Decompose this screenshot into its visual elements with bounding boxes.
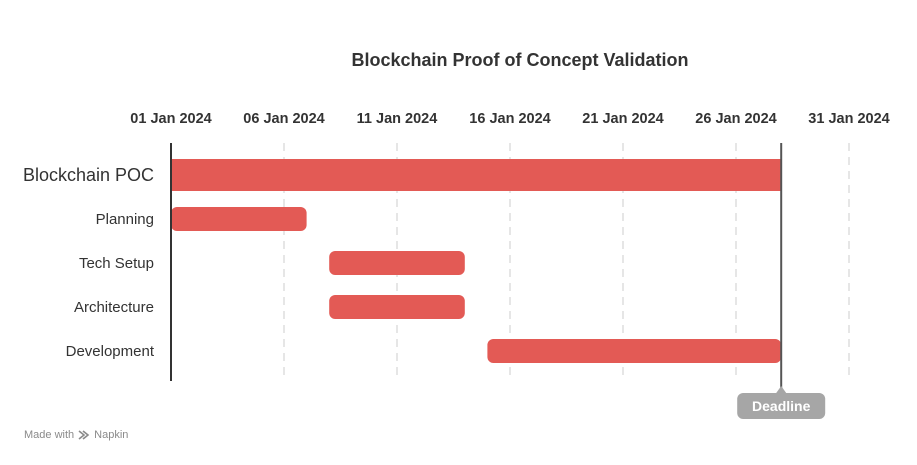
footer-attribution: Made with Napkin [24, 429, 128, 441]
napkin-brand-text: Napkin [94, 429, 129, 441]
made-with-text: Made with [24, 429, 75, 441]
deadline-pointer [776, 386, 787, 393]
task-bar [487, 339, 782, 363]
chart-title: Blockchain Proof of Concept Validation [351, 50, 688, 70]
x-tick-label: 06 Jan 2024 [243, 111, 324, 127]
x-tick-label: 11 Jan 2024 [357, 111, 438, 127]
x-tick-label: 21 Jan 2024 [582, 111, 663, 127]
task-bar [329, 295, 465, 319]
napkin-logo-icon [78, 430, 90, 440]
task-label: Tech Setup [79, 255, 154, 272]
task-label: Architecture [74, 299, 154, 316]
task-bar [171, 207, 307, 231]
x-tick-labels: 01 Jan 2024 06 Jan 2024 11 Jan 2024 16 Jan … [130, 111, 889, 127]
task-label: Blockchain POC [23, 165, 154, 185]
task-bar [171, 159, 782, 191]
deadline-badge [737, 393, 826, 419]
x-tick-label: 26 Jan 2024 [695, 111, 776, 127]
task-labels: Blockchain POC Planning Tech Setup Architec… [23, 165, 155, 360]
deadline-milestone: Deadline [737, 143, 826, 419]
task-label: Development [66, 343, 155, 360]
x-tick-label: 01 Jan 2024 [130, 111, 211, 127]
x-tick-label: 31 Jan 2024 [808, 111, 889, 127]
deadline-label: Deadline [752, 398, 811, 414]
task-bar [329, 251, 465, 275]
task-label: Planning [96, 211, 154, 228]
task-bars [171, 159, 782, 363]
x-tick-label: 16 Jan 2024 [469, 111, 550, 127]
